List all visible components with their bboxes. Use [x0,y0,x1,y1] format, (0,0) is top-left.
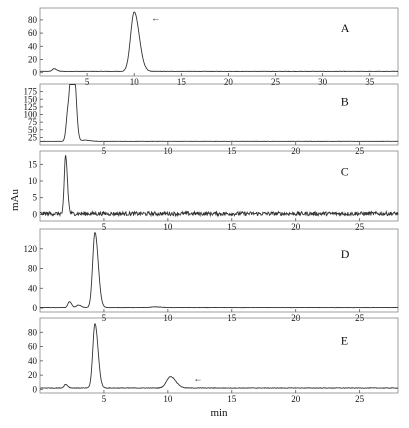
y-tick-label: 20 [28,370,38,380]
x-tick-label: 20 [224,77,234,87]
x-tick-label: 5 [102,394,107,404]
y-tick-label: 0 [33,303,38,313]
x-tick-label: 15 [227,394,237,404]
y-tick-label: 5 [33,193,38,203]
y-tick-label: 0 [33,68,38,78]
panel-label: A [341,21,350,35]
chromatogram-trace [40,85,398,142]
panel-label: E [341,333,348,347]
y-axis-title: mAu [9,189,21,212]
x-tick-label: 30 [318,77,328,87]
y-tick-label: 40 [28,41,38,51]
y-tick-label: 80 [28,15,38,25]
x-tick-label: 20 [291,394,301,404]
y-tick-label: 60 [28,28,38,38]
y-tick-label: 175 [24,87,38,97]
x-tick-label: 10 [163,222,173,232]
x-tick-label: 5 [85,77,90,87]
y-tick-label: 0 [33,209,38,219]
panel-e: 5 10 15 20 25 0 20 40 60 80 ← E [28,318,398,404]
y-tick-label: 80 [28,327,38,337]
panel-label: B [341,94,349,108]
x-tick-label: 25 [271,77,281,87]
x-tick-label: 15 [227,222,237,232]
x-tick-label: 20 [291,222,301,232]
x-axis-title: min [210,407,228,419]
panel-frame [40,151,398,221]
y-tick-label: 20 [28,54,38,64]
x-tick-label: 5 [102,222,107,232]
y-tick-label: 10 [28,176,38,186]
panel-label: C [341,165,349,179]
peak-arrow-icon: ← [151,13,160,23]
y-tick-label: 0 [33,384,38,394]
y-tick-label: 60 [28,342,38,352]
panel-label: D [341,247,350,261]
chromatogram-trace [40,233,398,308]
panel-frame [40,84,398,145]
y-tick-label: 15 [28,159,38,169]
x-tick-label: 25 [355,222,365,232]
y-tick-label: 40 [28,283,38,293]
panel-frame [40,8,398,76]
y-tick-label: 40 [28,356,38,366]
x-tick-label: 35 [365,77,375,87]
x-tick-label: 15 [177,77,187,87]
x-tick-label: 25 [355,394,365,404]
x-tick-label: 10 [130,77,140,87]
x-tick-label: 10 [163,394,173,404]
panel-c: 5 10 15 20 25 0 5 10 15 C [28,151,398,232]
peak-arrow-icon: ← [193,373,202,383]
panel-a: 5 10 15 20 25 30 35 0 20 40 60 80 ← A [28,8,398,87]
y-tick-label: 120 [24,244,38,254]
y-tick-label: 80 [28,264,38,274]
